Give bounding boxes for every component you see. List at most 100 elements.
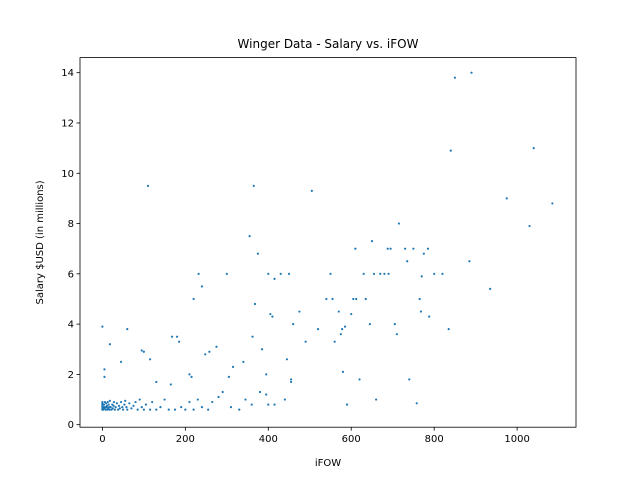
data-point <box>184 408 187 411</box>
data-point <box>115 402 119 405</box>
data-point <box>252 184 255 187</box>
data-point <box>119 400 123 404</box>
data-point <box>406 260 409 263</box>
data-point <box>244 398 247 401</box>
data-point <box>532 147 535 150</box>
data-point <box>408 378 411 381</box>
y-axis-ticks: 0 2 4 6 8 10 12 14 <box>61 68 80 431</box>
data-point <box>238 408 241 411</box>
data-point <box>106 400 109 404</box>
data-point <box>379 272 382 275</box>
data-point <box>292 323 295 326</box>
y-tick-label: 10 <box>61 169 74 180</box>
data-point <box>103 368 106 371</box>
data-point <box>105 404 109 407</box>
x-axis-label: iFOW <box>315 458 341 469</box>
data-point <box>167 408 170 411</box>
x-tick-label: 0 <box>99 434 105 445</box>
data-point <box>289 380 293 384</box>
data-point <box>196 398 199 401</box>
data-point <box>364 297 367 301</box>
data-point <box>329 272 332 275</box>
data-point <box>140 405 143 409</box>
data-point <box>285 358 289 361</box>
y-tick-label: 6 <box>68 269 74 280</box>
data-point <box>352 297 355 301</box>
data-point <box>128 402 131 405</box>
y-tick-label: 12 <box>61 118 74 129</box>
data-point <box>404 247 407 250</box>
data-point <box>188 373 191 376</box>
data-point <box>370 240 374 243</box>
data-points <box>101 71 554 411</box>
x-tick-label: 800 <box>425 434 444 445</box>
data-point <box>389 247 392 250</box>
data-point <box>112 400 116 404</box>
x-axis-ticks: 0 200 400 600 800 1000 <box>99 427 530 445</box>
data-point <box>192 297 195 301</box>
data-point <box>188 400 191 404</box>
data-point <box>273 277 276 280</box>
data-point <box>267 403 270 406</box>
data-point <box>200 285 204 288</box>
data-point <box>341 328 344 331</box>
data-point <box>310 189 313 192</box>
data-point <box>117 404 121 407</box>
data-point <box>142 408 145 411</box>
data-point <box>343 325 347 328</box>
data-point <box>298 310 301 313</box>
data-point <box>325 297 328 301</box>
data-point <box>333 340 336 343</box>
data-point <box>103 375 106 379</box>
data-point <box>260 348 264 351</box>
data-point <box>267 272 270 275</box>
data-point <box>505 197 508 200</box>
data-point <box>118 407 121 410</box>
data-point <box>242 360 245 363</box>
data-point <box>354 247 357 250</box>
data-point <box>372 272 376 275</box>
data-point <box>136 408 139 411</box>
data-point <box>108 399 111 402</box>
data-point <box>144 403 148 406</box>
data-point <box>415 402 418 405</box>
x-tick-label: 600 <box>342 434 361 445</box>
data-point <box>393 323 396 326</box>
data-point <box>331 297 334 301</box>
data-point <box>426 247 430 250</box>
data-point <box>551 202 554 205</box>
data-point <box>229 405 233 409</box>
data-point <box>122 408 125 411</box>
chart-title: Winger Data - Salary vs. iFOW <box>238 37 419 51</box>
data-point <box>190 375 193 379</box>
data-point <box>358 378 361 381</box>
data-point <box>316 328 320 331</box>
data-point <box>130 407 133 410</box>
data-point <box>256 252 260 255</box>
x-tick-label: 400 <box>259 434 278 445</box>
data-point <box>265 393 268 396</box>
data-point <box>173 408 177 411</box>
data-point <box>287 272 291 275</box>
data-point <box>112 404 115 407</box>
y-tick-label: 2 <box>68 370 74 381</box>
data-point <box>419 310 422 313</box>
data-point <box>124 399 127 402</box>
data-point <box>362 272 365 275</box>
data-point <box>265 373 268 376</box>
data-point <box>126 408 129 411</box>
data-point <box>412 247 415 250</box>
data-point <box>155 408 158 411</box>
data-point <box>107 403 110 406</box>
x-tick-label: 200 <box>176 434 195 445</box>
data-point <box>197 272 200 275</box>
data-point <box>397 222 401 225</box>
data-point <box>251 335 254 338</box>
data-point <box>418 297 421 301</box>
data-point <box>178 340 181 343</box>
data-point <box>271 315 274 318</box>
data-point <box>273 403 276 406</box>
y-axis-label: Salary $USD (in millions) <box>35 180 46 304</box>
data-point <box>420 275 423 278</box>
